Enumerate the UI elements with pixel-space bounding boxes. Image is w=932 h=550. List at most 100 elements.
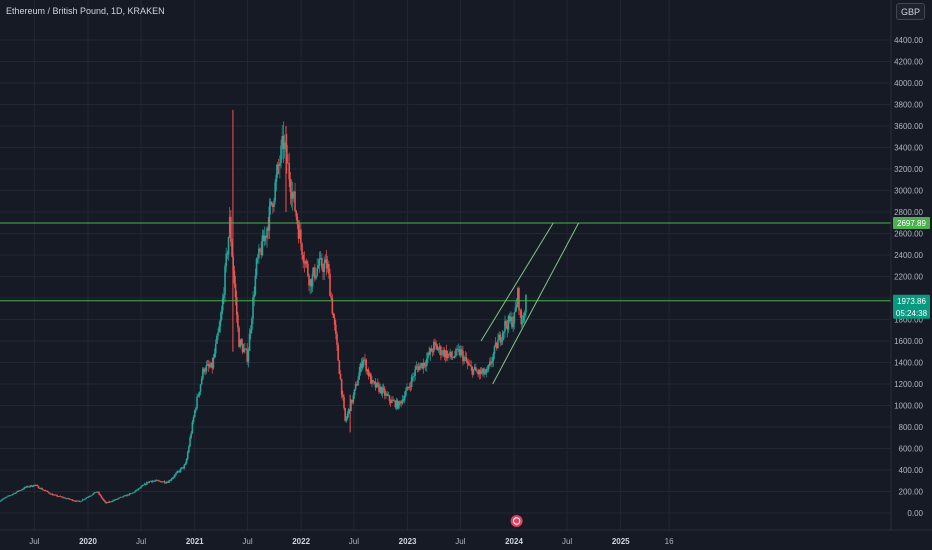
candle-body (346, 413, 349, 419)
candle-body (97, 491, 99, 493)
price-tick-label: 1400.00 (894, 359, 923, 368)
candle-body (451, 356, 454, 358)
price-tick-label: 600.00 (899, 445, 924, 454)
candle-body (156, 480, 159, 481)
candle-body (170, 479, 173, 481)
countdown-label: 05:24:38 (896, 309, 928, 318)
candle-body (499, 334, 502, 343)
price-tags: 2697.89 1973.86 05:24:38 (893, 216, 930, 319)
time-tick-label: Jul (29, 537, 39, 546)
candle-body (261, 235, 264, 256)
candle-body (443, 350, 446, 358)
candle-body (94, 492, 97, 494)
candle-body (71, 499, 74, 501)
candle-body (27, 486, 29, 488)
candle-body (525, 294, 527, 313)
candle-body (55, 494, 57, 496)
candle-body (76, 500, 78, 502)
price-tick-label: 2400.00 (894, 251, 923, 260)
candle-body (113, 500, 116, 501)
candle-body (14, 493, 16, 494)
candle-body (381, 387, 384, 394)
candle-body (158, 480, 161, 482)
candle-body (24, 487, 27, 488)
time-tick-label: Jul (455, 537, 465, 546)
candle-body (408, 386, 411, 388)
candle-body (469, 364, 471, 366)
candle-body (498, 334, 500, 340)
candle-body (424, 365, 427, 367)
candle-body (322, 267, 324, 273)
candle-body (125, 495, 127, 497)
candle-body (402, 399, 405, 401)
candle-body (338, 360, 341, 374)
candle-body (178, 471, 181, 472)
candle-body (192, 417, 195, 422)
candle-body (184, 463, 187, 465)
candle-body (413, 375, 415, 377)
candle-body (134, 490, 137, 493)
time-axis[interactable]: Jul 2020 Jul 2021 Jul 2022 Jul 2023 Jul 2024 Jul 20… (29, 537, 674, 546)
candle-body (111, 501, 113, 503)
candle-body (28, 486, 30, 488)
candle-body (107, 502, 110, 503)
candle-body (8, 495, 11, 497)
candle-body (464, 357, 467, 359)
price-tick-label: 3600.00 (894, 122, 923, 131)
candle-body (323, 263, 325, 273)
candle-body (342, 394, 344, 398)
candle-body (230, 216, 232, 242)
candle-body (437, 349, 440, 351)
candle-body (352, 395, 355, 403)
candle-body (288, 163, 290, 180)
price-tick-label: 400.00 (899, 466, 924, 475)
price-tick-label: 1600.00 (894, 337, 923, 346)
candle-body (32, 484, 35, 487)
candle-body (221, 298, 224, 311)
candle-body (206, 364, 209, 366)
time-tick-label: 2025 (612, 537, 630, 546)
candle-body (457, 349, 460, 350)
candle-body (91, 494, 93, 496)
candle-body (351, 399, 353, 403)
candle-body (347, 409, 350, 414)
candle-body (211, 362, 214, 369)
candle-body (286, 144, 288, 163)
candle-body (393, 400, 395, 402)
candle-body (462, 351, 464, 362)
candle-body (515, 304, 518, 308)
candle-body (195, 408, 197, 411)
price-axis[interactable]: 0.00 200.00 400.00 600.00 800.00 1000.00 1200.… (894, 36, 923, 518)
candle-body (177, 471, 180, 472)
candle-body (135, 489, 138, 491)
candle-body (233, 270, 236, 284)
candle-body (430, 348, 433, 352)
candle-body (407, 386, 409, 388)
candle-body (167, 481, 169, 483)
price-tick-label: 4200.00 (894, 58, 923, 67)
candle-body (151, 480, 154, 482)
candle-body (422, 362, 425, 369)
candle-body (497, 339, 499, 349)
candle-body (249, 329, 252, 334)
candle-body (212, 357, 215, 369)
candle-body (521, 321, 524, 325)
candle-body (266, 227, 268, 238)
candle-body (507, 316, 510, 330)
candle-body (248, 333, 251, 351)
candle-body (379, 386, 381, 392)
candle-body (456, 348, 458, 350)
candle-body (378, 384, 380, 392)
candle-body (148, 481, 151, 483)
candle-body (353, 389, 356, 396)
candle-body (461, 349, 463, 352)
candle-body (363, 359, 365, 362)
candle-body (126, 494, 128, 497)
candle-body (83, 499, 85, 501)
candle-body (3, 497, 6, 499)
candle-body (238, 327, 240, 348)
candle-body (386, 393, 388, 396)
candle-body (186, 452, 189, 460)
currency-button[interactable]: GBP (896, 3, 925, 20)
